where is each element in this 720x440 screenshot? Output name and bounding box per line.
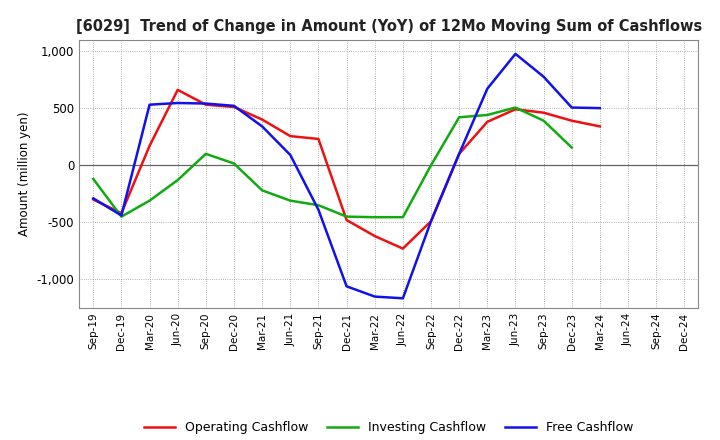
Operating Cashflow <box>145 143 154 148</box>
Operating Cashflow <box>427 219 436 224</box>
Title: [6029]  Trend of Change in Amount (YoY) of 12Mo Moving Sum of Cashflows: [6029] Trend of Change in Amount (YoY) o… <box>76 19 702 34</box>
Operating Cashflow <box>399 246 408 251</box>
Free Cashflow <box>174 100 182 106</box>
Investing Cashflow <box>230 161 238 166</box>
Investing Cashflow <box>427 163 436 168</box>
Free Cashflow <box>286 152 294 158</box>
Free Cashflow <box>567 105 576 110</box>
Investing Cashflow <box>399 215 408 220</box>
Investing Cashflow <box>258 188 266 193</box>
Operating Cashflow <box>286 133 294 139</box>
Operating Cashflow <box>567 118 576 123</box>
Operating Cashflow <box>117 211 126 216</box>
Investing Cashflow <box>117 214 126 219</box>
Investing Cashflow <box>455 115 464 120</box>
Operating Cashflow <box>89 197 98 202</box>
Free Cashflow <box>117 213 126 218</box>
Investing Cashflow <box>511 105 520 110</box>
Operating Cashflow <box>258 117 266 122</box>
Free Cashflow <box>202 101 210 106</box>
Free Cashflow <box>511 51 520 56</box>
Operating Cashflow <box>202 102 210 107</box>
Investing Cashflow <box>286 198 294 203</box>
Investing Cashflow <box>89 176 98 182</box>
Operating Cashflow <box>174 87 182 92</box>
Investing Cashflow <box>567 145 576 150</box>
Free Cashflow <box>342 284 351 289</box>
Free Cashflow <box>230 103 238 109</box>
Operating Cashflow <box>595 124 604 129</box>
Investing Cashflow <box>202 151 210 157</box>
Operating Cashflow <box>455 151 464 157</box>
Y-axis label: Amount (million yen): Amount (million yen) <box>18 112 31 236</box>
Free Cashflow <box>399 296 408 301</box>
Line: Investing Cashflow: Investing Cashflow <box>94 107 572 217</box>
Legend: Operating Cashflow, Investing Cashflow, Free Cashflow: Operating Cashflow, Investing Cashflow, … <box>139 416 639 439</box>
Operating Cashflow <box>511 106 520 112</box>
Free Cashflow <box>455 151 464 157</box>
Line: Free Cashflow: Free Cashflow <box>94 54 600 298</box>
Operating Cashflow <box>230 104 238 110</box>
Investing Cashflow <box>314 202 323 208</box>
Investing Cashflow <box>483 112 492 117</box>
Operating Cashflow <box>342 217 351 223</box>
Investing Cashflow <box>342 214 351 219</box>
Free Cashflow <box>427 219 436 224</box>
Free Cashflow <box>539 74 548 79</box>
Free Cashflow <box>595 106 604 111</box>
Free Cashflow <box>89 196 98 201</box>
Investing Cashflow <box>174 177 182 183</box>
Operating Cashflow <box>483 119 492 125</box>
Free Cashflow <box>258 124 266 129</box>
Operating Cashflow <box>539 110 548 115</box>
Investing Cashflow <box>145 198 154 203</box>
Free Cashflow <box>370 294 379 299</box>
Investing Cashflow <box>539 118 548 123</box>
Free Cashflow <box>145 102 154 107</box>
Line: Operating Cashflow: Operating Cashflow <box>94 90 600 249</box>
Investing Cashflow <box>370 215 379 220</box>
Operating Cashflow <box>370 233 379 238</box>
Free Cashflow <box>314 207 323 213</box>
Free Cashflow <box>483 86 492 92</box>
Operating Cashflow <box>314 136 323 142</box>
